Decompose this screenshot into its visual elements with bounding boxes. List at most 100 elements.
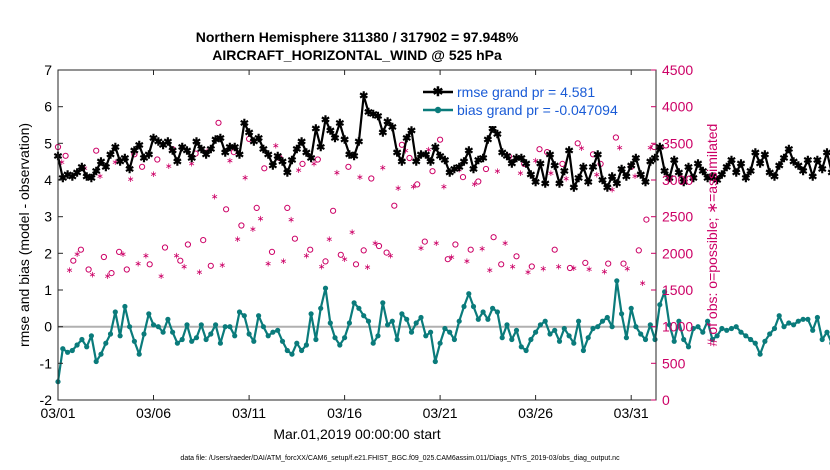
obs-assimilated-point: ∗ [226, 156, 234, 166]
bias-point [74, 342, 80, 348]
rmse-point: ✱ [302, 148, 311, 160]
legend-bias-marker [434, 106, 442, 114]
bias-point [461, 303, 467, 310]
bias-point [107, 331, 114, 337]
bias-point [418, 314, 424, 321]
obs-assimilated-point: ∗ [89, 269, 97, 279]
bias-point [638, 331, 644, 337]
rmse-point: ✱ [154, 137, 163, 149]
obs-possible-point [161, 244, 169, 251]
y-right-tick-label: 2500 [662, 209, 693, 225]
rmse-point: ✱ [87, 173, 96, 185]
bias-point [504, 322, 510, 328]
bias-point [131, 338, 137, 344]
bias-point [810, 327, 816, 333]
bias-point [65, 349, 71, 355]
obs-assimilated-point: ∗ [517, 168, 525, 178]
obs-assimilated-point: ∗ [241, 173, 249, 183]
rmse-point: ✱ [536, 159, 545, 171]
bias-point [284, 347, 290, 354]
obs-possible-point [116, 248, 123, 255]
obs-possible-point [544, 149, 551, 156]
obs-assimilated-point: ∗ [173, 250, 181, 260]
obs-assimilated-point: ∗ [104, 271, 112, 281]
rmse-point: ✱ [555, 179, 564, 191]
rmse-point: ✱ [249, 137, 258, 149]
x-tick-label: 03/01 [40, 405, 75, 421]
obs-possible-point [437, 136, 444, 143]
bias-point [385, 322, 391, 328]
bias-point [791, 322, 797, 328]
obs-assimilated-point: ∗ [356, 172, 364, 182]
rmse-point: ✱ [345, 149, 354, 161]
bias-point [580, 347, 587, 354]
rmse-point: ✱ [617, 164, 626, 176]
obs-assimilated-point: ∗ [379, 162, 387, 172]
rmse-point: ✱ [254, 133, 263, 145]
bias-point [724, 327, 730, 333]
x-tick-label: 03/31 [614, 405, 649, 421]
obs-assimilated-point: ∗ [58, 157, 66, 167]
obs-assimilated-point: ∗ [562, 173, 570, 183]
obs-possible-point [62, 152, 69, 159]
rmse-point: ✱ [163, 137, 172, 149]
rmse-point: ✱ [631, 153, 640, 165]
obs-assimilated-point: ∗ [219, 260, 227, 270]
bias-point [475, 316, 481, 322]
rmse-point: ✱ [822, 148, 830, 160]
obs-assimilated-point: ∗ [448, 252, 456, 262]
bias-point [380, 300, 386, 306]
obs-possible-point [345, 163, 352, 170]
bias-point [313, 336, 319, 343]
rmse-point: ✱ [63, 170, 72, 182]
rmse-point: ✱ [660, 166, 669, 178]
bias-point [771, 325, 778, 332]
obs-possible-point [154, 156, 161, 163]
rmse-point: ✱ [803, 155, 812, 167]
obs-assimilated-point: ∗ [570, 263, 578, 273]
rmse-point: ✱ [498, 148, 507, 160]
y-left-tick-label: 0 [44, 319, 52, 335]
rmse-point: ✱ [798, 166, 807, 178]
rmse-point: ✱ [68, 171, 77, 183]
y-left-tick-label: 1 [44, 282, 52, 298]
bias-point [628, 305, 634, 311]
bias-point [294, 340, 300, 346]
obs-assimilated-point: ∗ [326, 234, 334, 244]
bias-point [346, 320, 352, 326]
bias-point [556, 338, 563, 344]
bias-point [375, 333, 381, 339]
bias-point [748, 336, 754, 343]
bias-point [404, 316, 410, 322]
obs-assimilated-point: ∗ [532, 156, 540, 166]
rmse-point: ✱ [474, 155, 483, 167]
y-left-tick-label: 3 [44, 209, 52, 225]
rmse-point: ✱ [77, 162, 86, 174]
bias-point [332, 335, 338, 341]
rmse-point: ✱ [574, 173, 583, 185]
bias-point [112, 309, 118, 315]
obs-assimilated-point: ∗ [402, 145, 410, 155]
bias-point [513, 327, 520, 333]
bias-point [165, 316, 171, 322]
obs-possible-point [70, 257, 77, 264]
bias-point [781, 324, 787, 330]
obs-assimilated-point: ∗ [203, 146, 211, 156]
rmse-point: ✱ [292, 144, 301, 156]
rmse-point: ✱ [364, 107, 373, 119]
bias-point [681, 336, 687, 343]
bias-point [738, 329, 744, 335]
obs-assimilated-point: ∗ [310, 159, 318, 169]
obs-possible-point [651, 143, 658, 151]
y-left-tick-label: 7 [44, 62, 52, 78]
rmse-point: ✱ [655, 142, 664, 154]
obs-possible-point [291, 235, 298, 242]
rmse-point: ✱ [703, 173, 712, 185]
obs-assimilated-point: ∗ [433, 238, 441, 248]
bias-point [571, 340, 577, 346]
bias-point [767, 331, 773, 337]
rmse-point: ✱ [760, 149, 769, 161]
rmse-point: ✱ [335, 118, 344, 130]
y-right-tick-label: 2000 [662, 245, 693, 261]
